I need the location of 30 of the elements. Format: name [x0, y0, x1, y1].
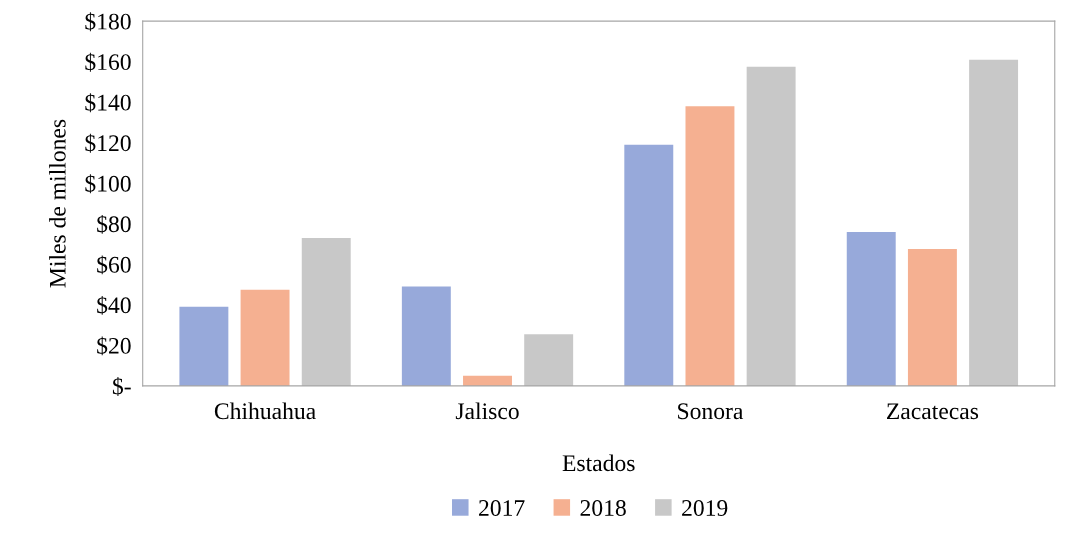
bar	[907, 249, 957, 386]
x-tick-label: Zacatecas	[887, 403, 979, 420]
y-tick-label: $100	[85, 174, 131, 194]
y-tick-label: $-	[112, 377, 131, 396]
bar	[846, 231, 896, 386]
bar	[524, 334, 574, 386]
bar	[746, 66, 796, 386]
x-tick-label: Sonora	[678, 403, 744, 420]
x-tick-label: Chihuahua	[214, 402, 316, 420]
y-tick-label: $20	[97, 336, 131, 356]
bar	[685, 106, 735, 386]
legend-label: 2018	[580, 500, 626, 516]
bar	[179, 306, 229, 386]
y-tick-label: $80	[97, 214, 131, 234]
x-tick-label: Jalisco	[455, 402, 519, 420]
y-tick-label: $120	[85, 133, 131, 153]
legend-label: 2019	[682, 500, 728, 516]
y-axis-title: Miles de millones	[49, 119, 66, 288]
bar	[401, 286, 451, 386]
bar	[624, 144, 674, 386]
bar	[301, 237, 351, 386]
bar	[240, 289, 290, 386]
y-tick-label: $60	[97, 255, 131, 275]
legend-label: 2017	[479, 500, 525, 516]
y-tick-label: $180	[85, 12, 131, 32]
y-tick-label: $160	[85, 52, 131, 72]
y-tick-label: $140	[85, 93, 131, 113]
bar	[969, 59, 1019, 386]
y-tick-label: $40	[97, 295, 131, 315]
x-axis-title: Estados	[562, 454, 635, 472]
